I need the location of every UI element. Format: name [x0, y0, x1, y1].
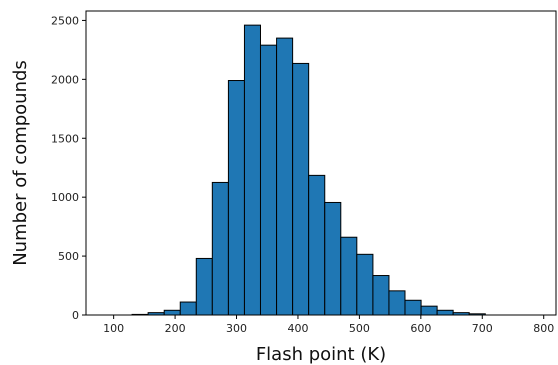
histogram-bar: [276, 37, 294, 316]
histogram-bar: [420, 305, 438, 316]
histogram-bar: [324, 201, 342, 316]
x-tick-label: 400: [287, 322, 308, 335]
histogram-bar: [243, 24, 261, 316]
histogram-bar: [163, 309, 181, 316]
histogram-bar: [292, 62, 310, 316]
y-axis-ticks: 0 500 1000 1500 2000 2500: [51, 14, 86, 322]
histogram-bar: [372, 275, 390, 316]
histogram-bar: [388, 290, 406, 316]
x-tick-label: 200: [165, 322, 186, 335]
histogram-bar: [356, 253, 374, 316]
histogram-bar: [436, 309, 454, 316]
histogram-bar: [340, 236, 358, 316]
y-axis-title: Number of compounds: [10, 60, 31, 266]
y-tick-label: 0: [72, 309, 79, 322]
histogram-bar: [179, 301, 197, 316]
y-tick-label: 1500: [51, 132, 79, 145]
x-axis-ticks: 100 200 300 400 500 600 700 800: [103, 315, 554, 335]
x-tick-label: 100: [103, 322, 124, 335]
y-tick-label: 2500: [51, 14, 79, 27]
x-tick-label: 800: [533, 322, 554, 335]
histogram-bar: [259, 44, 278, 316]
y-tick-label: 2000: [51, 73, 79, 86]
plot-frame: [85, 10, 557, 316]
y-tick-label: 500: [58, 250, 79, 263]
x-tick-label: 500: [349, 322, 370, 335]
histogram-bar: [404, 299, 422, 316]
histogram-bar: [211, 181, 229, 316]
x-tick-label: 600: [410, 322, 431, 335]
histogram-bar: [195, 257, 213, 316]
x-tick-label: 700: [472, 322, 493, 335]
x-tick-label: 300: [226, 322, 247, 335]
histogram-bar: [308, 174, 326, 316]
bars-group: [131, 24, 486, 316]
x-axis-title: Flash point (K): [256, 344, 386, 365]
y-tick-label: 1000: [51, 191, 79, 204]
histogram-bar: [227, 80, 245, 316]
